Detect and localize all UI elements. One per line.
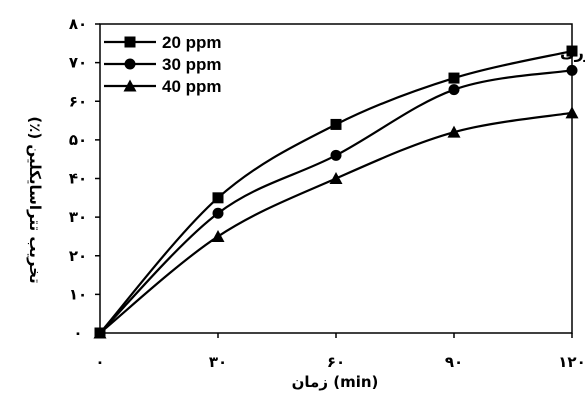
data-point-triangle [329,172,343,184]
legend-label: 30 ppm [162,55,222,74]
x-tick-label: ۶٠ [327,353,345,371]
data-point-triangle [211,229,225,242]
data-point-square [448,72,460,84]
series-layer [93,45,579,339]
series-circle [94,64,578,339]
y-tick-label: ٢٠ [69,247,87,265]
data-point-square [566,45,578,57]
legend-label: 20 ppm [162,33,222,52]
x-tick-label: ٩٠ [445,353,463,371]
legend-marker-square [124,36,136,48]
y-tick-label: ٨٠ [69,15,87,33]
data-point-circle [566,64,578,76]
x-axis-ticks: ٠ ٣٠ ۶٠ ٩٠ ١٢٠ [95,333,585,371]
legend-item: 40 ppm [104,77,222,96]
y-tick-label: ٣٠ [69,208,87,226]
data-point-triangle [447,125,461,138]
y-tick-label: ۶٠ [69,92,87,110]
x-axis-title: (min) زمان [292,373,379,391]
y-tick-label: ٧٠ [69,54,87,72]
y-tick-label: ۵٠ [69,131,87,149]
series-line [99,69,573,334]
x-tick-label: ٣٠ [209,353,227,371]
x-tick-label: ٠ [95,353,104,371]
y-tick-label: ١٠ [69,285,87,303]
series-line [99,111,573,334]
data-point-triangle [565,106,579,119]
data-point-square [212,192,224,204]
data-point-circle [448,84,460,96]
legend: 20 ppm 30 ppm 40 ppm [104,33,222,96]
legend-marker-circle [124,58,136,70]
y-tick-label: ٠ [73,324,82,342]
chart-annotation: 1/5 g/L = مقدار کاتالیست نوری [560,43,585,62]
data-point-triangle [93,326,107,339]
x-tick-label: ١٢٠ [558,353,585,371]
y-axis-title: تخریب تتراسایکلین (٪) [26,116,44,283]
data-point-square [330,118,342,130]
y-tick-label: ۴٠ [69,170,87,188]
legend-item: 30 ppm [104,55,222,74]
y-axis-ticks: ٠ ١٠ ٢٠ ٣٠ ۴٠ ۵٠ ۶٠ ٧٠ ٨٠ [69,15,100,342]
legend-item: 20 ppm [104,33,222,52]
data-point-circle [330,149,342,161]
legend-marker-triangle [123,79,137,92]
data-point-circle [212,207,224,219]
legend-label: 40 ppm [162,77,222,96]
series-triangle [93,106,579,339]
